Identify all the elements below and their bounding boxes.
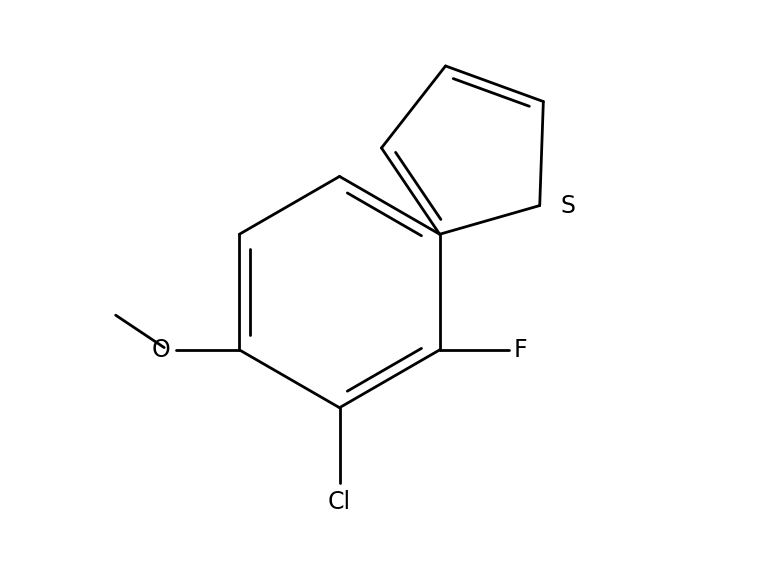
Text: F: F xyxy=(514,338,527,362)
Text: S: S xyxy=(561,194,575,218)
Text: Cl: Cl xyxy=(328,490,351,514)
Text: O: O xyxy=(151,338,170,362)
